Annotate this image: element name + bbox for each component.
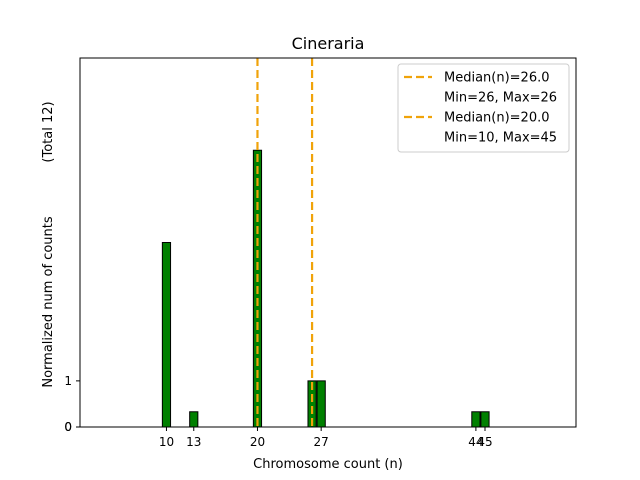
- legend-box: [397, 63, 570, 153]
- legend-label: Min=10, Max=45: [444, 131, 557, 146]
- y-axis-ticks: 001: [64, 374, 80, 434]
- bar: [316, 380, 326, 428]
- x-axis-label: Chromosome count (n): [253, 457, 403, 472]
- plot-frame: [79, 57, 577, 428]
- x-tick-label: 20: [250, 435, 265, 449]
- x-tick-label: 44: [468, 435, 483, 449]
- bar: [161, 242, 172, 428]
- y-axis-label: Normalized num of counts: [41, 216, 56, 387]
- y-tick-label: 0: [64, 420, 72, 434]
- reference-lines-layer: [256, 58, 314, 427]
- y-tick-label: 1: [64, 374, 72, 388]
- legend-label: Min=26, Max=26: [444, 91, 557, 106]
- x-tick-label: 13: [186, 435, 201, 449]
- legend-label: Median(n)=20.0: [444, 111, 550, 126]
- y-axis-label-note: (Total 12): [41, 101, 56, 162]
- y-tick-label: 0: [64, 420, 72, 434]
- x-tick-label: 45: [477, 435, 492, 449]
- chart-title: Cineraria: [292, 34, 365, 53]
- bar: [480, 411, 490, 428]
- legend-label: Median(n)=26.0: [444, 71, 550, 86]
- x-tick-label: 10: [159, 435, 174, 449]
- bar: [189, 411, 199, 428]
- x-tick-label: 27: [314, 435, 329, 449]
- legend: Median(n)=26.0 Min=26, Max=26 Median(n)=20…: [397, 63, 570, 153]
- bar: [471, 411, 481, 428]
